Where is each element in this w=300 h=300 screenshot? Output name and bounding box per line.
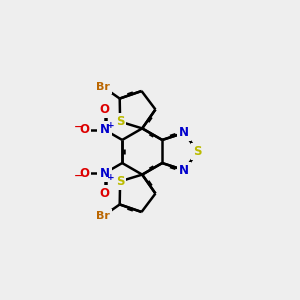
Text: O: O [79, 123, 89, 136]
Text: +: + [107, 121, 115, 130]
Text: N: N [100, 167, 110, 180]
Text: Br: Br [96, 82, 110, 92]
Text: −: − [74, 122, 83, 132]
Text: O: O [100, 103, 110, 116]
Text: Br: Br [96, 212, 110, 221]
Text: −: − [74, 171, 83, 181]
Text: O: O [79, 167, 89, 180]
Text: +: + [107, 173, 115, 182]
Text: O: O [100, 187, 110, 200]
Text: N: N [100, 123, 110, 136]
Text: N: N [179, 164, 189, 177]
Text: S: S [116, 175, 124, 188]
Text: S: S [116, 115, 124, 128]
Text: S: S [194, 145, 202, 158]
Text: N: N [179, 126, 189, 139]
